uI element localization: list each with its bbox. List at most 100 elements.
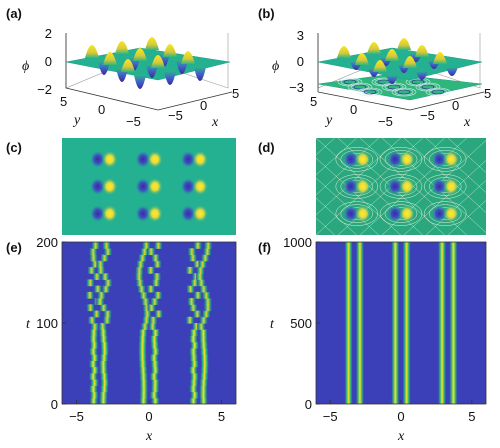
stripe-segment [96,266,105,274]
panel-e-ylabel: t [26,317,31,332]
stripe-segment [189,397,198,404]
blob-max [192,150,209,169]
stripe-segment [89,385,98,393]
stripe-segment [100,379,109,386]
stripe-segment [190,279,199,287]
stripe-segment [153,273,161,280]
stripe-segment [189,354,198,361]
panel-b-x-axis [409,91,485,111]
contour-line [335,201,379,226]
y-tick-label: 1000 [283,235,312,250]
stripe-segment [91,242,100,249]
stripe-segment [148,323,157,330]
x-tick-label: 5 [468,409,475,424]
contour-line [343,79,357,85]
blob-min [180,177,197,196]
stripe-segment [139,366,148,374]
y-tick-label: 100 [36,316,58,331]
panel-a-x-axis [157,91,233,111]
contour-line [423,201,467,226]
stripe-segment [89,347,98,355]
stripe-segment [185,316,194,324]
panel-f: (f) −5 0 5 1000 500 0 t x [258,235,487,444]
panel-b-y-axis [317,91,411,111]
y-tick-label: 200 [36,235,58,250]
panel-a-xtick: 0 [200,98,207,113]
stripe [344,242,353,404]
blob-min [342,150,359,169]
contour-line [421,84,435,90]
stripe-segment [89,360,98,368]
stripe-segment [138,354,147,361]
stripe-segment [103,316,112,324]
contour-line [357,87,383,97]
stripe-segment [86,304,95,312]
stripe [438,242,446,404]
surface-peak [85,45,99,58]
contour-line [340,177,374,196]
blob-min [431,177,448,196]
blob-min [135,204,151,223]
stripe [356,242,364,404]
contour-line [391,87,417,97]
contour-line [387,84,401,90]
blob-max [354,150,371,169]
surface-peak [115,41,129,54]
panel-f-heatmap-bg [316,242,486,404]
blob-max [147,204,163,223]
blob-min [431,204,448,223]
stripe-segment [150,335,159,343]
blob-max [192,204,209,223]
blob-min [342,177,359,196]
panel-e-stripes [85,242,213,404]
contour-line [384,150,418,169]
stripe-segment [193,291,202,299]
y-tick-label: 500 [290,316,312,331]
stripe-segment [150,298,159,305]
contour-line [379,174,423,199]
stripe-segment [146,285,155,293]
stripe-segment [96,298,105,305]
stripe-segment [139,329,148,337]
blob-min [387,204,403,223]
surface-peak [121,59,135,72]
stripe-segment [139,385,148,393]
contour-line [335,174,379,199]
stripe-segment [199,391,208,399]
panel-b-xtick: 5 [484,86,491,101]
surface-peak [103,52,117,65]
stripe-segment [199,397,208,404]
stripe-segment [190,341,199,349]
stripe-segment [100,385,109,393]
panel-b-ytick: −5 [378,114,393,129]
blob-max [101,204,118,223]
y-tick-label: 0 [51,397,58,412]
blob-max [147,150,163,169]
panel-c-label: (c) [6,140,22,155]
x-tick-label: −5 [323,409,338,424]
stripe-segment [151,366,160,374]
stripe-segment [186,266,194,274]
contour-line [447,138,486,173]
blob-max [354,204,371,223]
stripe-segment [99,366,108,374]
panel-a-ztick: −2 [37,82,52,97]
stripe-segment [99,360,108,368]
stripe-segment [190,391,199,399]
stripe-segment [199,316,208,324]
stripe-segment [199,341,208,349]
blob-max [399,204,415,223]
stripe-segment [92,310,101,318]
stripe-segment [104,279,113,287]
stripe-segment [197,323,206,330]
surface-peak [133,48,147,61]
stripe-segment [151,254,160,262]
stripe-segment [140,323,149,330]
x-tick-label: 0 [145,409,152,424]
stripe-segment [189,366,198,374]
stripe-segment [143,310,152,318]
x-tick-label: 0 [397,409,404,424]
stripe-segment [150,372,159,380]
stripe-segment [150,354,159,361]
